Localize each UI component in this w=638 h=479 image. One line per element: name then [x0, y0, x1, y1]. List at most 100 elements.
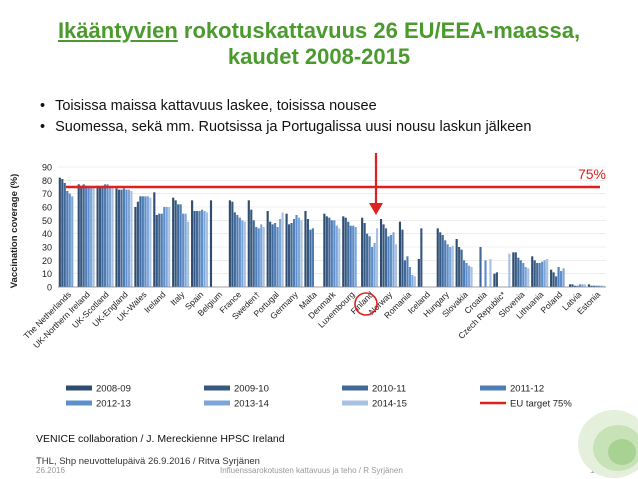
y-tick-label: 60 [42, 203, 52, 213]
bar [117, 189, 121, 287]
bar [451, 245, 454, 287]
bar [111, 188, 114, 287]
bar [524, 267, 527, 287]
bar [495, 272, 498, 287]
bar [184, 213, 187, 287]
y-axis-label: Vaccination coverage (%) [9, 174, 20, 289]
bar [58, 177, 61, 287]
bar [153, 192, 156, 287]
bar [536, 263, 539, 287]
title-line2: kaudet 2008-2015 [227, 44, 411, 69]
bar [583, 284, 587, 287]
bar [531, 256, 534, 287]
bar [555, 276, 558, 287]
bar [146, 196, 149, 287]
bar [306, 219, 310, 287]
bar [552, 272, 555, 287]
bar [172, 197, 175, 287]
bar [527, 268, 530, 287]
bar [484, 260, 487, 287]
bar [479, 247, 482, 287]
y-tick-label: 30 [42, 243, 52, 253]
bar [325, 216, 328, 287]
bar [165, 207, 168, 287]
bar [460, 249, 463, 287]
bar [252, 220, 255, 287]
bar [557, 267, 560, 287]
bar [96, 185, 99, 287]
y-tick-label: 70 [42, 189, 52, 199]
bar [463, 260, 466, 287]
finland-highlight-circle [354, 292, 378, 316]
bar [376, 228, 379, 287]
bar [392, 232, 395, 287]
arrow-head [369, 203, 383, 215]
bar [130, 191, 133, 287]
bar [205, 212, 209, 287]
bar [389, 235, 393, 287]
bar [179, 204, 182, 287]
bar [281, 212, 284, 287]
thl-swirl-logo [578, 410, 638, 478]
bar [276, 227, 279, 287]
bar [342, 216, 345, 287]
bar [470, 267, 473, 287]
bar [508, 253, 511, 287]
bar [279, 219, 282, 287]
bar [297, 217, 301, 287]
legend-swatch [342, 400, 368, 406]
bar [191, 200, 194, 287]
bar [163, 207, 166, 287]
x-tick-label: Ireland [142, 289, 168, 315]
bar [108, 187, 112, 287]
bar [562, 268, 565, 287]
y-tick-label: 80 [42, 176, 52, 186]
y-tick-label: 50 [42, 216, 52, 226]
bar [271, 224, 274, 287]
bar [550, 269, 553, 287]
bar [187, 221, 190, 287]
bar [436, 228, 439, 287]
bar [292, 219, 296, 287]
bar [231, 201, 234, 287]
bar [363, 223, 366, 287]
bar [455, 239, 458, 287]
bar [149, 197, 152, 287]
bar [198, 211, 201, 287]
bar [512, 252, 515, 287]
bar [269, 221, 272, 287]
thl-note: THL, Shp neuvottelupäivä 26.9.2016 / Rit… [36, 456, 260, 467]
bar [573, 285, 577, 287]
bar [543, 260, 546, 287]
legend-swatch [204, 400, 230, 406]
bar [465, 263, 468, 287]
bar [257, 228, 260, 287]
bar [403, 260, 406, 287]
bar [379, 219, 383, 287]
bar [92, 187, 95, 287]
down-arrow-icon [369, 153, 383, 215]
bar [406, 256, 409, 287]
bar [578, 284, 582, 287]
bar [236, 215, 239, 287]
bar [408, 267, 411, 287]
bar [247, 200, 250, 287]
bar [87, 185, 90, 287]
bar [387, 236, 390, 287]
bar [323, 213, 326, 287]
y-tick-label: 40 [42, 229, 52, 239]
legend-swatch [66, 400, 92, 406]
bar [63, 183, 66, 287]
bar [401, 229, 404, 287]
bar [600, 285, 603, 287]
slide-title: Ikääntyvien rokotuskattavuus 26 EU/EEA-m… [0, 18, 638, 70]
bar [560, 271, 563, 287]
bar [122, 188, 126, 287]
bar [241, 220, 244, 287]
bar [568, 284, 572, 287]
bar [333, 220, 336, 287]
bar [300, 220, 303, 287]
bar [311, 228, 314, 287]
bar [420, 228, 423, 287]
